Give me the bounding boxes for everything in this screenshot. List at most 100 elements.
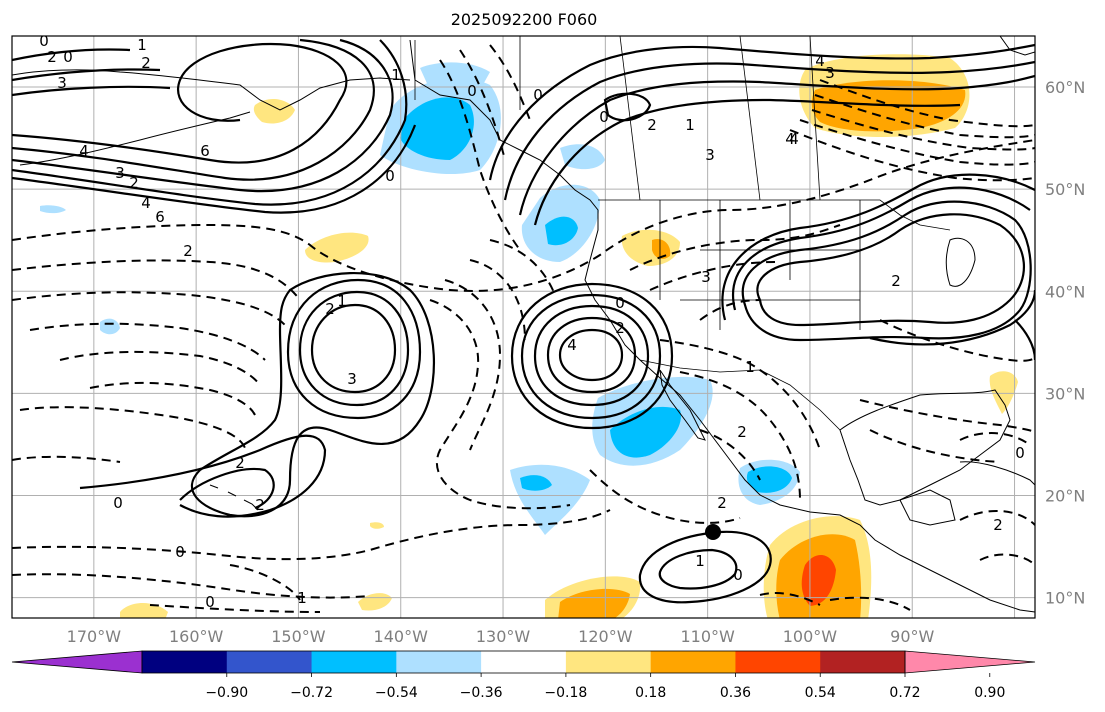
- colorbar-tick-label: 0.72: [889, 685, 920, 701]
- contour-label: 2: [235, 454, 245, 472]
- contour-label: 2: [183, 242, 193, 260]
- contour-label: 1: [685, 116, 695, 134]
- contour-label: 2: [47, 48, 57, 66]
- dashed-contour: [979, 553, 1035, 566]
- contour-label: 3: [825, 64, 835, 82]
- contour-label: 0: [467, 82, 477, 100]
- colorbar: [11, 650, 1036, 674]
- contour-label: 0: [113, 494, 123, 512]
- dashed-contour: [869, 429, 1001, 463]
- positive-anomaly-core: [652, 238, 671, 259]
- solid-contour: [310, 303, 397, 394]
- colorbar-tick-label: 0.90: [974, 685, 1005, 701]
- solid-contour: [298, 290, 410, 407]
- lon-tick-label: 130°W: [476, 627, 531, 646]
- contour-label: 0: [733, 566, 743, 584]
- contour-label: 0: [533, 86, 543, 104]
- colorbar-segment: [142, 651, 228, 673]
- lon-tick-label: 170°W: [67, 627, 122, 646]
- contour-label: 1: [337, 292, 347, 310]
- solid-contour: [603, 92, 652, 122]
- solid-contour: [179, 467, 275, 510]
- solid-contour: [558, 328, 624, 382]
- solid-contour: [732, 186, 1031, 311]
- contour-label: 1: [137, 36, 147, 54]
- page-title: 2025092200 F060: [450, 10, 598, 29]
- contour-label: 2: [647, 116, 657, 134]
- lon-tick-label: 110°W: [680, 627, 735, 646]
- contour-label: 0: [615, 294, 625, 312]
- solid-contour: [190, 272, 436, 518]
- contour-lines: [12, 38, 1035, 604]
- solid-contour: [869, 289, 1035, 346]
- solid-contour: [510, 282, 674, 430]
- solid-contour: [533, 98, 961, 226]
- solid-contour: [518, 74, 1035, 216]
- contour-label: 1: [297, 589, 307, 607]
- solid-contour: [79, 434, 327, 518]
- positive-anomaly-region: [989, 371, 1018, 414]
- solid-contour: [741, 200, 1032, 342]
- colorbar-segment: [565, 651, 652, 673]
- colorbar-segment: [396, 651, 482, 673]
- solid-contour: [12, 38, 375, 181]
- colorbar-segment: [735, 651, 821, 673]
- colorbar-tick-labels: −0.90 −0.72 −0.54 −0.36 −0.18 0.18 0.36 0.54 0.7…: [205, 673, 1005, 701]
- solid-contour: [12, 68, 161, 82]
- contour-label: 3: [57, 74, 67, 92]
- dashed-contour-lines: [12, 44, 1035, 613]
- contour-label: 3: [115, 164, 125, 182]
- dashed-contour: [439, 59, 521, 251]
- contour-label: 0: [39, 32, 49, 50]
- border-canada-provinces: [519, 36, 821, 201]
- positive-anomaly-region: [253, 98, 295, 124]
- contour-label: 6: [200, 142, 210, 160]
- contour-label: 2: [737, 423, 747, 441]
- contour-label: 1: [745, 358, 755, 376]
- contour-label: 0: [385, 167, 395, 185]
- lat-tick-label: 50°N: [1045, 180, 1085, 199]
- colorbar-segment: [820, 651, 906, 673]
- coastline-cuba: [959, 461, 1035, 486]
- negative-anomaly-region: [560, 144, 605, 170]
- dashed-contour: [679, 371, 801, 501]
- contour-label: 2: [141, 54, 151, 72]
- coastline-aleutians: [19, 111, 251, 166]
- positive-anomaly-region: [120, 603, 168, 618]
- positive-anomaly-region: [305, 232, 369, 263]
- dashed-contour: [959, 432, 1031, 446]
- map-frame: [11, 35, 1036, 619]
- solid-contour: [12, 48, 131, 62]
- dashed-contour: [759, 592, 821, 606]
- location-marker: [705, 524, 721, 540]
- contour-label: 0: [175, 543, 185, 561]
- contour-label: 0: [599, 108, 609, 126]
- dashed-contour: [659, 339, 821, 451]
- dashed-contour: [819, 79, 1035, 128]
- colorbar-segment: [311, 651, 397, 673]
- contour-label: 3: [705, 146, 715, 164]
- solid-contour: [12, 85, 171, 97]
- contour-label: 2: [717, 494, 727, 512]
- solid-contour: [520, 293, 662, 420]
- coastline-greenland-edge: [999, 36, 1035, 56]
- colorbar-tick-label: 0.54: [805, 685, 836, 701]
- contour-label: 4: [141, 194, 151, 212]
- dashed-contour: [229, 564, 301, 601]
- dashed-contour: [12, 259, 301, 301]
- solid-contour: [12, 124, 417, 214]
- dashed-contour: [649, 261, 776, 291]
- colorbar-tick-label: 0.36: [720, 685, 751, 701]
- lon-tick-label: 90°W: [890, 627, 934, 646]
- contour-label: 2: [891, 272, 901, 290]
- colorbar-tick-label: −0.36: [460, 685, 503, 701]
- coastline-yucatan: [899, 489, 956, 526]
- longitude-tick-labels: 170°W 160°W 150°W 140°W 130°W 120°W 110°W 100°W…: [67, 627, 935, 646]
- colorbar-tick-label: −0.90: [205, 685, 248, 701]
- dashed-contour: [12, 509, 611, 561]
- coastline-great-lakes: [945, 237, 976, 287]
- colorbar-extend-high: [904, 650, 1036, 674]
- colorbar-tick-label: −0.18: [544, 685, 587, 701]
